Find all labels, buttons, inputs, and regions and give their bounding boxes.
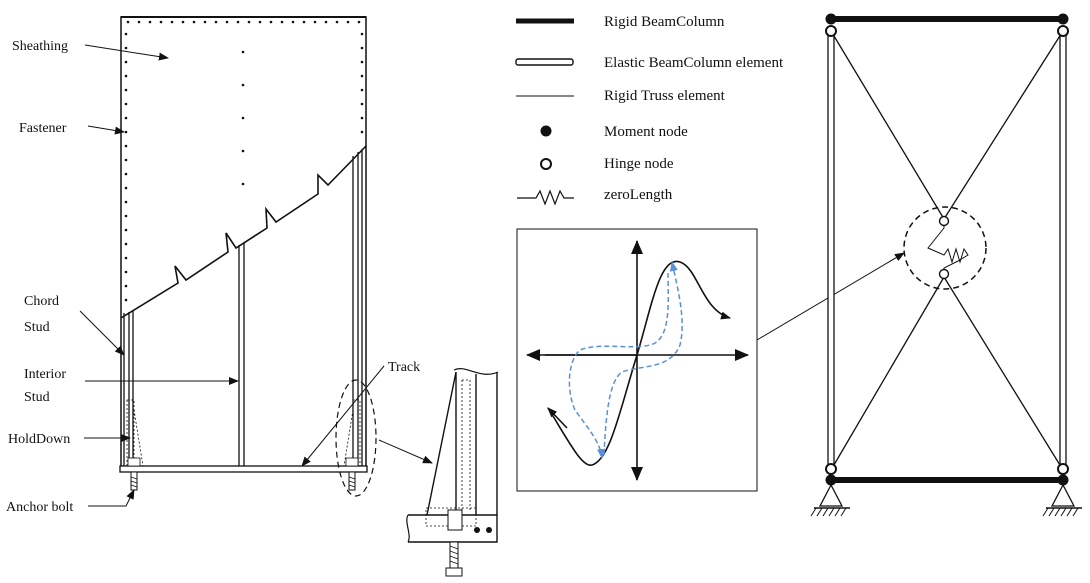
fastener-dot xyxy=(361,61,364,64)
fastener-dot xyxy=(125,75,128,78)
fastener-dot xyxy=(127,21,130,24)
fastener-dot xyxy=(125,187,128,190)
support-right xyxy=(1043,485,1082,516)
fastener-dot xyxy=(149,21,152,24)
fastener-dot xyxy=(171,21,174,24)
anchor-bolt-right xyxy=(349,472,355,490)
fastener-dot xyxy=(125,103,128,106)
legend-moment-node: Moment node xyxy=(604,124,688,140)
frame-right-column xyxy=(1060,30,1066,470)
anchor-bolt-left xyxy=(131,472,137,490)
fastener-dot xyxy=(125,159,128,162)
fastener-dot xyxy=(347,21,350,24)
label-fastener: Fastener xyxy=(19,121,67,136)
legend-hinge-node: Hinge node xyxy=(604,156,674,172)
fastener-dot xyxy=(361,47,364,50)
legend-zerolength: zeroLength xyxy=(604,187,673,203)
fastener-dot xyxy=(226,21,229,24)
fastener-dot xyxy=(361,131,364,134)
label-holddown: HoldDown xyxy=(8,432,70,447)
fastener-dot xyxy=(125,145,128,148)
fastener-dot xyxy=(242,183,245,186)
label-interior-stud-2: Stud xyxy=(24,390,50,405)
holddown-detail-view xyxy=(407,369,498,576)
fastener-dot xyxy=(314,21,317,24)
legend-elastic-beamcolumn: Elastic BeamColumn element xyxy=(604,55,784,71)
fastener-dot xyxy=(138,21,141,24)
legend-rigid-beamcolumn: Rigid BeamColumn xyxy=(604,14,725,30)
fastener-dot xyxy=(125,271,128,274)
chord-stud-left xyxy=(124,310,133,467)
fastener-dot xyxy=(361,75,364,78)
detail-callout-ellipse xyxy=(336,380,376,496)
chord-stud-right xyxy=(353,149,362,467)
fastener-dot xyxy=(361,33,364,36)
legend-rigid-truss: Rigid Truss element xyxy=(604,88,726,104)
fastener-dot xyxy=(358,21,361,24)
fastener-dot xyxy=(125,215,128,218)
fastener-dot xyxy=(292,21,295,24)
label-track: Track xyxy=(388,360,420,375)
fastener-dot xyxy=(125,257,128,260)
fastener-dot xyxy=(125,131,128,134)
legend-moment-node-symbol xyxy=(541,126,552,137)
fastener-dot xyxy=(125,89,128,92)
fastener-dot xyxy=(361,103,364,106)
fastener-dot xyxy=(361,117,364,120)
element-legend: Rigid BeamColumn Elastic BeamColumn elem… xyxy=(516,14,784,204)
wall-panel-drawing xyxy=(120,17,432,496)
frame-left-column xyxy=(828,30,834,470)
fastener-dot xyxy=(281,21,284,24)
fastener-dot xyxy=(125,61,128,64)
legend-hinge-node-symbol xyxy=(541,159,551,169)
fastener-dot xyxy=(160,21,163,24)
fastener-dot xyxy=(125,173,128,176)
fastener-dot xyxy=(325,21,328,24)
fastener-dot xyxy=(125,117,128,120)
fastener-dot xyxy=(204,21,207,24)
fastener-dot xyxy=(242,150,245,153)
fastener-dot xyxy=(248,21,251,24)
fastener-dot xyxy=(182,21,185,24)
hysteresis-inset xyxy=(517,229,757,491)
fastener-dot xyxy=(303,21,306,24)
fastener-dot xyxy=(125,201,128,204)
interior-stud xyxy=(239,243,244,467)
fastener-dot xyxy=(336,21,339,24)
frame-model xyxy=(811,14,1082,517)
fastener-dot xyxy=(242,51,245,54)
legend-elastic-beamcolumn-symbol xyxy=(516,59,573,65)
label-interior-stud-1: Interior xyxy=(24,367,66,382)
support-left xyxy=(811,485,850,516)
fastener-dot xyxy=(242,84,245,87)
fastener-dot xyxy=(125,33,128,36)
fastener-dot xyxy=(125,285,128,288)
legend-zerolength-symbol xyxy=(517,191,574,204)
fastener-dot xyxy=(125,243,128,246)
label-sheathing: Sheathing xyxy=(12,39,68,54)
fastener-dot xyxy=(259,21,262,24)
fastener-dot xyxy=(242,117,245,120)
fastener-dot xyxy=(125,47,128,50)
fastener-dot xyxy=(125,229,128,232)
fastener-dot xyxy=(215,21,218,24)
fastener-dot xyxy=(237,21,240,24)
fastener-dot xyxy=(125,299,128,302)
label-chord-stud-1: Chord xyxy=(24,294,59,309)
fastener-dot xyxy=(270,21,273,24)
fastener-dot xyxy=(193,21,196,24)
bottom-track xyxy=(120,466,367,472)
fastener-dot xyxy=(361,89,364,92)
label-anchor-bolt: Anchor bolt xyxy=(6,500,73,515)
label-chord-stud-2: Stud xyxy=(24,320,50,335)
frame-zerolength-spring xyxy=(928,219,968,277)
